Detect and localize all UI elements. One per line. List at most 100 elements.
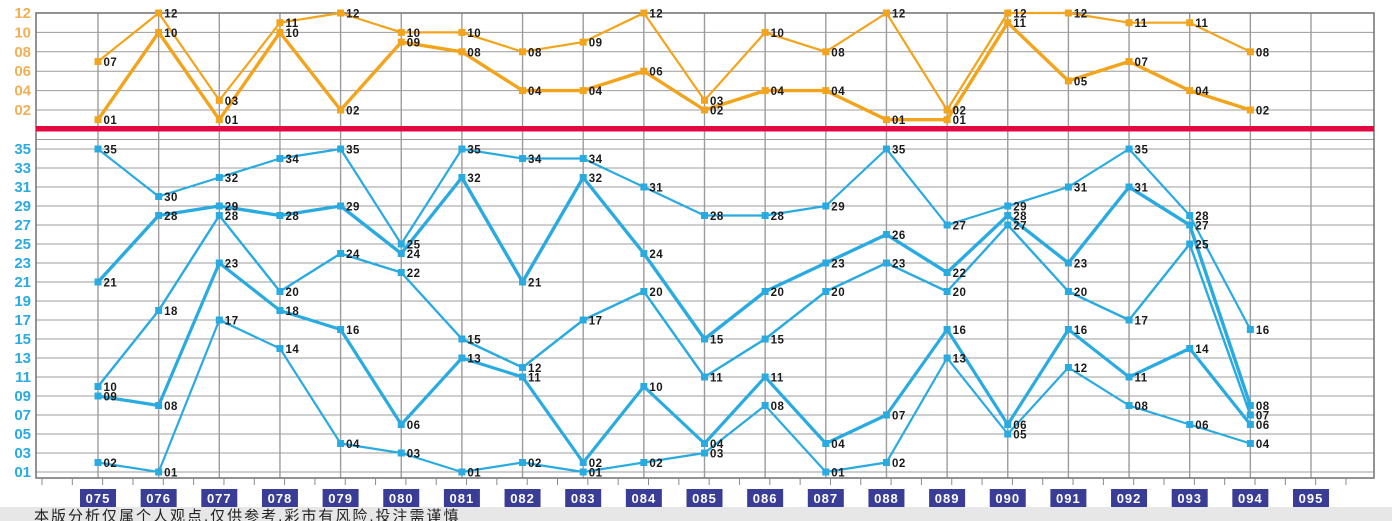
data-point-label: 20 (831, 287, 845, 299)
data-point-label: 02 (104, 458, 118, 470)
data-point-label: 35 (1135, 145, 1149, 157)
data-point (397, 449, 405, 457)
data-point (1004, 19, 1012, 27)
data-point-label: 06 (1195, 420, 1209, 432)
data-point-label: 28 (1195, 211, 1209, 223)
data-point (337, 106, 345, 114)
data-point-label: 31 (649, 183, 663, 195)
data-point-label: 35 (104, 145, 118, 157)
footer-disclaimer-text: 本版分析仅属个人观点,仅供参考,彩市有风险,投注需谨慎 (34, 508, 461, 521)
y-axis-tick-front: 35 (14, 141, 31, 158)
data-point-label: 04 (831, 86, 845, 98)
period-label-box (565, 489, 602, 507)
data-point-label: 11 (1135, 373, 1148, 385)
data-point-label: 06 (1256, 420, 1270, 432)
data-point (701, 212, 708, 219)
data-point-label: 12 (1074, 9, 1088, 21)
data-point-label: 13 (467, 354, 481, 366)
data-point-label: 16 (1074, 325, 1088, 337)
data-point (761, 87, 769, 95)
data-point-label: 11 (771, 373, 784, 385)
data-point (519, 48, 527, 56)
y-axis-tick-back: 08 (14, 44, 31, 61)
data-point-label: 14 (1195, 344, 1209, 356)
data-point (640, 67, 648, 75)
data-point-label: 20 (285, 287, 299, 299)
period-label: 088 (874, 491, 899, 506)
data-point (640, 459, 648, 466)
data-point (155, 212, 163, 219)
data-point-label: 27 (1195, 221, 1209, 233)
data-point-label: 05 (1013, 430, 1027, 442)
period-label: 082 (510, 491, 535, 506)
data-point (943, 288, 951, 295)
data-point-label: 08 (831, 47, 845, 59)
data-point (943, 106, 951, 114)
y-axis-tick-front: 07 (14, 407, 31, 424)
data-point (1246, 106, 1254, 114)
period-label-box (625, 489, 662, 507)
data-point (94, 58, 102, 65)
period-label: 077 (207, 491, 232, 506)
data-point-label: 26 (892, 230, 906, 242)
period-label: 095 (1299, 491, 1324, 506)
data-point-label: 25 (407, 240, 421, 252)
data-point-label: 21 (104, 278, 118, 290)
data-point (1004, 9, 1012, 17)
data-point-label: 02 (346, 106, 360, 118)
data-point (215, 316, 223, 324)
data-point (882, 459, 890, 466)
data-point (640, 9, 648, 17)
data-point-label: 07 (104, 57, 118, 69)
data-point-label: 04 (831, 439, 845, 451)
data-point (458, 28, 466, 36)
data-point (1246, 48, 1254, 56)
y-axis-tick-front: 27 (14, 217, 31, 234)
data-point (276, 155, 284, 162)
data-point (579, 174, 587, 181)
period-label: 078 (268, 491, 293, 506)
data-point (337, 326, 345, 333)
data-point (519, 373, 527, 381)
period-label-box (989, 489, 1026, 507)
data-point-label: 32 (589, 173, 603, 185)
data-point-label: 28 (771, 211, 785, 223)
data-point-label: 08 (1135, 401, 1149, 413)
data-point (1004, 430, 1012, 438)
data-point (1125, 145, 1133, 153)
data-point (397, 421, 405, 428)
data-point-label: 04 (589, 86, 603, 98)
data-point (519, 459, 527, 466)
data-point (761, 373, 769, 381)
data-point-label: 16 (953, 325, 967, 337)
data-point-label: 16 (346, 325, 360, 337)
period-label-box (1232, 489, 1269, 507)
y-axis-tick-front: 11 (15, 369, 31, 386)
data-point (640, 383, 648, 390)
data-point (640, 288, 648, 295)
data-point (761, 402, 769, 409)
data-point-label: 21 (528, 278, 542, 290)
data-point-label: 35 (892, 145, 906, 157)
data-point-label: 13 (953, 354, 967, 366)
data-point (1246, 411, 1254, 419)
data-point (1004, 221, 1012, 229)
data-point-label: 31 (1135, 183, 1149, 195)
data-point (1246, 440, 1254, 447)
period-label: 091 (1056, 491, 1081, 506)
data-point (701, 335, 708, 343)
data-point (1004, 212, 1012, 219)
y-axis-tick-front: 33 (14, 160, 31, 177)
data-point-label: 11 (1013, 18, 1026, 30)
data-point (701, 96, 708, 104)
data-point-label: 29 (346, 202, 360, 214)
data-point (701, 373, 708, 381)
data-point-label: 04 (528, 86, 542, 98)
data-point (337, 202, 345, 210)
data-point (943, 116, 951, 124)
data-point (1125, 402, 1133, 409)
footer-disclaimer: 本版分析仅属个人观点,仅供参考,彩市有风险,投注需谨慎 (0, 507, 1392, 521)
data-point-label: 12 (346, 9, 360, 21)
data-point-label: 04 (771, 86, 785, 98)
